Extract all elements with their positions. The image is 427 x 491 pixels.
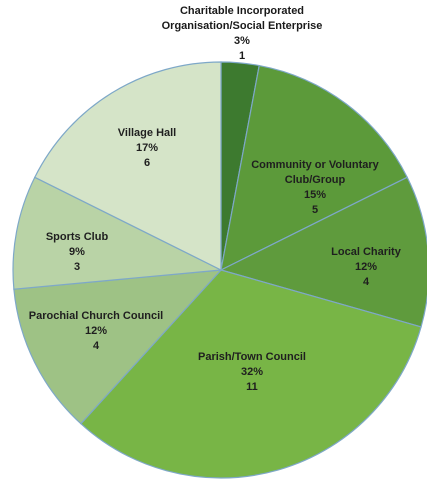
label-count: 5: [312, 204, 318, 216]
label-category: Club/Group: [285, 174, 346, 186]
pie-labels: Charitable Incorporated Organisation/Soci…: [29, 5, 402, 393]
slice-label-village-hall: Village Hall 17% 6: [118, 127, 177, 169]
pie-slice-local-charity: [219, 176, 427, 328]
label-percentage: 3%: [234, 35, 250, 47]
label-category: Charitable Incorporated: [180, 5, 304, 17]
label-count: 1: [239, 50, 245, 62]
label-category: Local Charity: [331, 246, 402, 258]
label-count: 3: [74, 261, 80, 273]
slice-label-sports-club: Sports Club 9% 3: [46, 231, 109, 273]
label-percentage: 17%: [136, 142, 158, 154]
label-category: Sports Club: [46, 231, 109, 243]
pie-slice-sports-club: [12, 176, 224, 290]
slice-label-community-or-voluntary-club-group: Community or Voluntary Club/Group 15% 5: [251, 159, 379, 216]
pie-slice-village-hall: [34, 61, 222, 271]
pie-slice-parochial-church-council: [13, 269, 223, 425]
label-category: Community or Voluntary: [251, 159, 379, 171]
slice-label-local-charity: Local Charity 12% 4: [331, 246, 402, 288]
label-count: 4: [93, 340, 100, 352]
label-category: Organisation/Social Enterprise: [162, 20, 323, 32]
pie-slice-community-or-voluntary-club-group: [220, 64, 408, 272]
pie-slices: [12, 61, 427, 479]
label-percentage: 15%: [304, 189, 326, 201]
label-category: Parish/Town Council: [198, 351, 306, 363]
pie-slice-parish-town-council: [80, 269, 422, 479]
label-percentage: 12%: [85, 325, 107, 337]
label-percentage: 32%: [241, 366, 263, 378]
slice-label-parish-town-council: Parish/Town Council 32% 11: [198, 351, 306, 393]
slice-label-charitable-incorporated-organisation-social-enterprise: Charitable Incorporated Organisation/Soci…: [162, 5, 323, 62]
label-percentage: 12%: [355, 261, 377, 273]
label-category: Parochial Church Council: [29, 310, 163, 322]
label-count: 11: [246, 381, 258, 393]
slice-label-parochial-church-council: Parochial Church Council 12% 4: [29, 310, 163, 352]
label-count: 4: [363, 276, 370, 288]
label-category: Village Hall: [118, 127, 177, 139]
label-count: 6: [144, 157, 150, 169]
label-percentage: 9%: [69, 246, 85, 258]
